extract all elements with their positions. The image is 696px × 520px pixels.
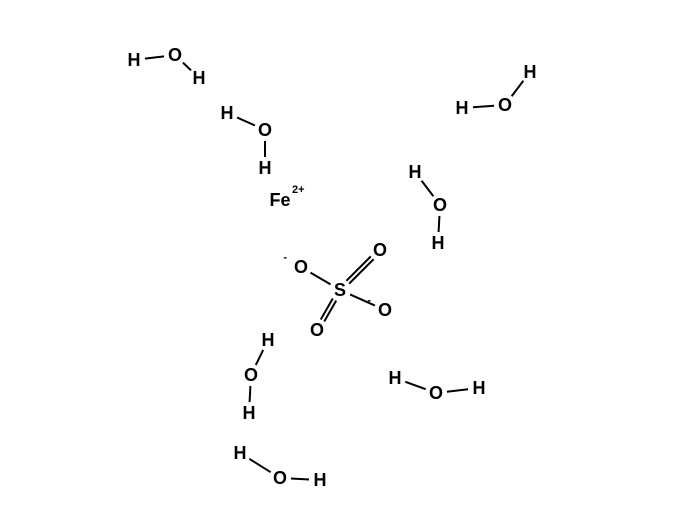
water-oxygen: O (433, 195, 447, 215)
bond (350, 294, 375, 305)
oxygen-atom: O (310, 320, 324, 340)
water-hydrogen: H (128, 50, 141, 70)
bond (439, 216, 440, 232)
water-oxygen: O (244, 365, 258, 385)
bond (249, 459, 270, 472)
bond (447, 389, 468, 391)
water-hydrogen: H (221, 103, 234, 123)
water-oxygen: O (498, 95, 512, 115)
sulfur-atom: S (334, 280, 346, 300)
bond (512, 81, 524, 96)
bond (473, 106, 494, 107)
bond-double (346, 256, 370, 280)
water-hydrogen: H (389, 368, 402, 388)
bond (405, 382, 425, 389)
water-hydrogen: H (409, 162, 422, 182)
water-hydrogen: H (524, 62, 537, 82)
oxygen-atom: O (294, 257, 308, 277)
iron-ion: Fe (269, 190, 290, 210)
water-hydrogen: H (193, 68, 206, 88)
bond (310, 273, 330, 285)
bond (237, 117, 255, 125)
bond (422, 181, 434, 196)
oxygen-atom-charge: - (283, 252, 287, 264)
water-oxygen: O (429, 383, 443, 403)
water-oxygen: O (258, 120, 272, 140)
bond (183, 63, 191, 71)
water-hydrogen: H (473, 378, 486, 398)
iron-ion-charge: 2+ (292, 184, 305, 196)
water-hydrogen: H (259, 158, 272, 178)
water-hydrogen: H (243, 403, 256, 423)
water-hydrogen: H (432, 233, 445, 253)
water-oxygen: O (273, 468, 287, 488)
water-hydrogen: H (234, 443, 247, 463)
bond (145, 56, 164, 58)
water-oxygen: O (168, 45, 182, 65)
chemical-structure-diagram: SOO-OO-Fe2+OHHOHHOHHOHHOHHOHHOHH (0, 0, 696, 520)
oxygen-atom: O (378, 300, 392, 320)
water-hydrogen: H (314, 470, 327, 490)
bond (250, 386, 251, 402)
water-hydrogen: H (456, 98, 469, 118)
water-hydrogen: H (262, 330, 275, 350)
oxygen-atom: O (373, 240, 387, 260)
bond (291, 479, 309, 480)
oxygen-atom-charge: - (367, 295, 371, 307)
bond (256, 350, 263, 365)
bond-double (349, 259, 373, 283)
